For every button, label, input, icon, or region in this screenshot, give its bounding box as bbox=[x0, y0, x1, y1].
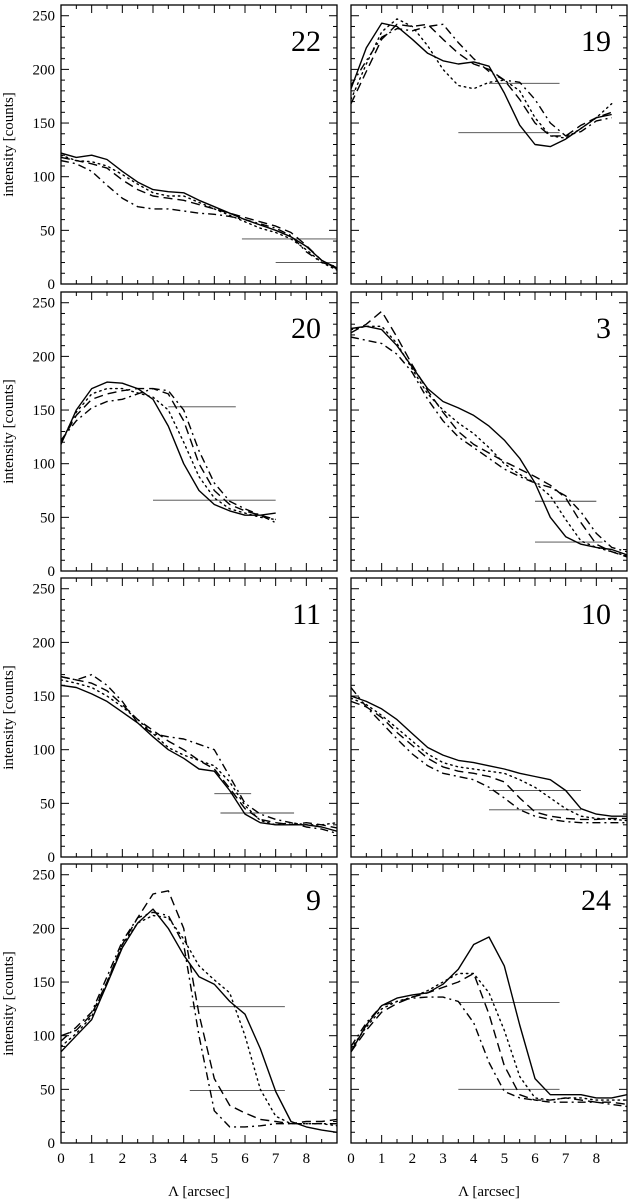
x-tick-label: 4 bbox=[470, 1151, 478, 1167]
panel-number: 11 bbox=[292, 598, 321, 631]
y-tick-label: 250 bbox=[33, 296, 56, 312]
panel-number: 19 bbox=[581, 25, 611, 58]
y-tick-label: 100 bbox=[33, 457, 56, 473]
x-tick-label: 4 bbox=[180, 1151, 188, 1167]
x-tick-label: 5 bbox=[501, 1151, 509, 1167]
x-tick-label: 6 bbox=[531, 1151, 539, 1167]
x-tick-label: 2 bbox=[409, 1151, 417, 1167]
series-solid bbox=[61, 381, 276, 516]
series-dashed bbox=[351, 972, 627, 1106]
series-dotted bbox=[61, 154, 337, 271]
panel-number: 9 bbox=[306, 884, 321, 917]
y-tick-label: 50 bbox=[40, 223, 55, 239]
y-tick-label: 150 bbox=[33, 403, 56, 419]
series-dashdot bbox=[61, 673, 337, 835]
y-tick-label: 0 bbox=[48, 564, 56, 580]
x-axis-label: Λ [arcsec] bbox=[458, 1184, 520, 1200]
x-tick-label: 0 bbox=[57, 1151, 65, 1167]
series-dashed bbox=[61, 156, 337, 270]
y-tick-label: 0 bbox=[48, 277, 56, 293]
x-axis-label: Λ [arcsec] bbox=[168, 1184, 230, 1200]
series-dotted bbox=[351, 697, 627, 822]
y-tick-label: 100 bbox=[33, 743, 56, 759]
y-tick-label: 200 bbox=[33, 349, 56, 365]
series-solid bbox=[61, 152, 337, 269]
series-dotted bbox=[61, 679, 337, 826]
series-dashdot bbox=[61, 159, 337, 268]
x-tick-label: 8 bbox=[593, 1151, 601, 1167]
series-solid bbox=[61, 684, 337, 832]
series-dotted bbox=[351, 18, 613, 139]
panel-number: 24 bbox=[581, 884, 611, 917]
panel-22: 0 50 100 150 200 250 intensity [counts] 22 bbox=[1, 4, 338, 293]
series-dashed bbox=[61, 890, 337, 1125]
y-axis-label: intensity [counts] bbox=[1, 379, 17, 484]
y-tick-label: 50 bbox=[40, 796, 55, 812]
series-dashdot bbox=[61, 911, 337, 1128]
y-tick-label: 0 bbox=[48, 850, 56, 866]
series-dotted bbox=[61, 387, 277, 521]
y-tick-label: 250 bbox=[33, 582, 56, 598]
series-solid bbox=[61, 908, 337, 1133]
panel-number: 3 bbox=[596, 312, 611, 345]
series-dotted bbox=[351, 972, 627, 1101]
panel-10: 10 bbox=[350, 577, 628, 858]
y-tick-label: 150 bbox=[33, 116, 56, 132]
x-tick-label: 5 bbox=[211, 1151, 219, 1167]
x-tick-label: 1 bbox=[88, 1151, 96, 1167]
y-tick-label: 250 bbox=[33, 9, 56, 25]
x-tick-label: 7 bbox=[272, 1151, 280, 1167]
y-tick-label: 150 bbox=[33, 689, 56, 705]
series-dotted bbox=[351, 325, 627, 557]
panel-24: 0 1 2 3 4 5 6 7 8 Λ [arcsec] 24 bbox=[347, 863, 628, 1200]
y-tick-label: 150 bbox=[33, 975, 56, 991]
y-tick-label: 200 bbox=[33, 62, 56, 78]
series-dashed bbox=[351, 700, 627, 821]
y-axis-label: intensity [counts] bbox=[1, 951, 17, 1056]
x-tick-label: 6 bbox=[241, 1151, 249, 1167]
y-axis-label: intensity [counts] bbox=[1, 665, 17, 770]
y-tick-label: 50 bbox=[40, 1082, 55, 1098]
panel-20: 0 50 100 150 200 250 intensity [counts] 20 bbox=[1, 291, 338, 580]
y-tick-label: 250 bbox=[33, 868, 56, 884]
panel-11: 0 50 100 150 200 250 intensity [counts] 11 bbox=[1, 577, 338, 866]
series-dashdot bbox=[351, 996, 627, 1108]
series-dashed bbox=[351, 23, 612, 137]
x-tick-label: 3 bbox=[149, 1151, 157, 1167]
series-dashed bbox=[61, 387, 276, 521]
y-tick-label: 100 bbox=[33, 1029, 56, 1045]
panel-19: 19 bbox=[350, 4, 628, 285]
x-tick-label: 8 bbox=[303, 1151, 311, 1167]
x-tick-label: 7 bbox=[562, 1151, 570, 1167]
series-solid bbox=[351, 695, 627, 817]
panel-frame bbox=[60, 863, 338, 1144]
series-dotted bbox=[61, 914, 337, 1127]
series-solid bbox=[351, 325, 627, 556]
series-solid bbox=[351, 936, 627, 1099]
series-dashed bbox=[61, 676, 337, 829]
y-axis-label: intensity [counts] bbox=[1, 92, 17, 197]
series-dashdot bbox=[351, 23, 612, 137]
y-tick-label: 50 bbox=[40, 510, 55, 526]
panel-9: 0 50 100 150 200 250 intensity [counts] 0 1 2 3 4 5 6… bbox=[1, 863, 338, 1200]
series-dashdot bbox=[351, 336, 627, 553]
y-tick-label: 200 bbox=[33, 921, 56, 937]
panel-3: 3 bbox=[350, 291, 628, 572]
y-tick-label: 100 bbox=[33, 170, 56, 186]
y-tick-label: 0 bbox=[48, 1136, 56, 1152]
x-tick-label: 3 bbox=[439, 1151, 447, 1167]
series-dashdot bbox=[61, 387, 277, 524]
x-tick-label: 2 bbox=[119, 1151, 127, 1167]
series-dashed bbox=[351, 310, 627, 558]
x-tick-label: 0 bbox=[347, 1151, 355, 1167]
y-tick-label: 200 bbox=[33, 635, 56, 651]
series-dashdot bbox=[351, 687, 627, 824]
panel-number: 20 bbox=[291, 312, 321, 345]
x-tick-label: 1 bbox=[378, 1151, 386, 1167]
panel-number: 10 bbox=[581, 598, 611, 631]
panel-number: 22 bbox=[291, 25, 321, 58]
